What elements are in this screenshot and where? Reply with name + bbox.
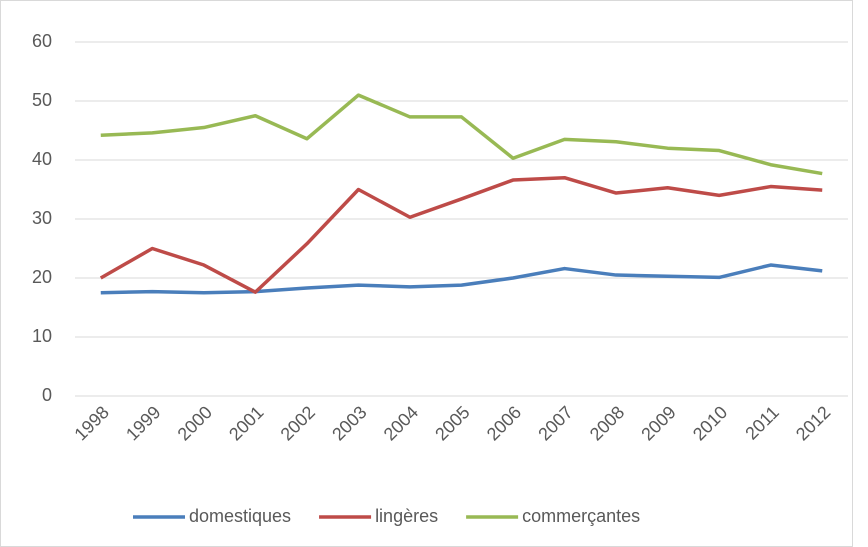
series-line	[100, 93, 823, 176]
y-tick-label: 60	[32, 31, 52, 51]
y-tick-label: 30	[32, 208, 52, 228]
y-tick-label: 0	[42, 385, 52, 405]
series-line	[100, 263, 823, 295]
legend-label: commerçantes	[522, 506, 640, 526]
y-tick-label: 10	[32, 326, 52, 346]
y-tick-label: 20	[32, 267, 52, 287]
y-tick-label: 50	[32, 90, 52, 110]
series-line	[99, 175, 823, 294]
legend-label: lingères	[375, 506, 438, 526]
legend-label: domestiques	[189, 506, 291, 526]
y-tick-label: 40	[32, 149, 52, 169]
